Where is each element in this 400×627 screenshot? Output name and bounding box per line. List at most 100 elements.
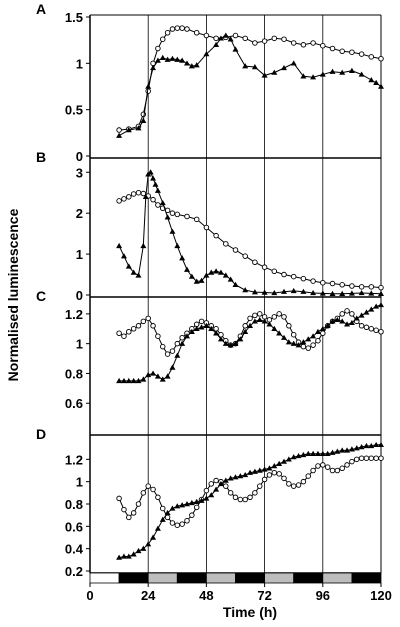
data-point-circle	[320, 279, 326, 286]
data-point-triangle	[237, 336, 244, 342]
data-point-triangle	[203, 495, 210, 501]
data-point-circle	[257, 311, 263, 317]
data-point-triangle	[227, 36, 234, 42]
data-point-circle	[310, 278, 316, 284]
data-point-circle	[281, 475, 287, 482]
data-point-circle	[271, 35, 278, 42]
data-point-triangle	[135, 547, 142, 554]
data-point-triangle	[184, 60, 190, 66]
data-point-circle	[232, 32, 239, 39]
data-point-triangle	[169, 55, 176, 61]
data-point-circle	[179, 25, 185, 31]
panel-C-y-tick-label: 0.6	[65, 396, 83, 411]
data-point-circle	[159, 36, 166, 42]
data-point-circle	[242, 35, 248, 42]
data-point-circle	[126, 514, 132, 521]
panel-D-triangle-series-line	[118, 444, 381, 559]
data-point-triangle	[116, 242, 123, 249]
data-point-circle	[320, 42, 326, 49]
data-point-circle	[252, 40, 258, 46]
data-point-circle	[281, 314, 287, 320]
data-point-triangle	[159, 376, 166, 382]
data-point-triangle	[179, 340, 186, 346]
data-point-triangle	[184, 333, 190, 339]
data-point-triangle	[184, 501, 190, 507]
data-point-triangle	[150, 534, 157, 540]
data-point-triangle	[184, 266, 190, 272]
data-point-triangle	[222, 340, 229, 346]
data-point-triangle	[271, 463, 278, 469]
panel-B-y-tick-label: 3	[76, 165, 83, 180]
data-point-triangle	[310, 333, 317, 339]
data-point-circle	[155, 45, 161, 52]
data-point-triangle	[378, 290, 384, 296]
data-point-triangle	[159, 54, 166, 60]
data-point-triangle	[164, 373, 171, 379]
data-point-triangle	[363, 309, 370, 315]
data-point-triangle	[116, 377, 123, 384]
data-point-triangle	[154, 57, 161, 63]
data-point-circle	[179, 521, 185, 527]
data-point-circle	[290, 273, 297, 280]
data-point-circle	[358, 51, 365, 57]
data-point-triangle	[368, 77, 375, 83]
data-point-circle	[116, 198, 122, 204]
panel-D-y-tick-label: 0.6	[65, 519, 83, 534]
data-point-triangle	[213, 41, 220, 47]
data-point-triangle	[261, 466, 268, 472]
data-point-triangle	[188, 273, 195, 279]
data-point-triangle	[256, 316, 263, 323]
data-point-triangle	[285, 339, 292, 345]
data-point-triangle	[193, 278, 200, 284]
data-point-circle	[189, 512, 195, 518]
data-point-triangle	[174, 242, 181, 249]
data-point-circle	[378, 455, 384, 461]
data-point-circle	[193, 30, 200, 36]
data-point-triangle	[188, 328, 195, 334]
data-point-triangle	[348, 446, 355, 452]
data-point-circle	[320, 462, 326, 468]
data-point-circle	[310, 342, 316, 348]
data-point-triangle	[285, 456, 292, 462]
data-point-circle	[354, 456, 360, 463]
panel-D-y-tick-label: 0.4	[65, 542, 84, 557]
data-point-circle	[349, 283, 355, 289]
data-point-circle	[378, 55, 384, 62]
data-point-circle	[339, 311, 345, 317]
data-point-triangle	[324, 450, 331, 456]
light-regime-segment	[235, 572, 266, 584]
light-regime-segment	[118, 572, 149, 584]
panel-A-circle-series-line	[119, 27, 382, 131]
data-point-triangle	[242, 328, 249, 334]
data-point-circle	[242, 323, 248, 329]
data-point-triangle	[368, 306, 375, 312]
data-point-circle	[349, 311, 355, 317]
data-point-triangle	[130, 269, 137, 275]
data-point-circle	[378, 284, 384, 291]
data-point-circle	[174, 340, 181, 347]
data-point-circle	[130, 326, 137, 332]
data-point-triangle	[125, 553, 132, 559]
data-point-triangle	[281, 334, 287, 340]
data-point-triangle	[203, 272, 210, 278]
data-point-circle	[286, 481, 292, 487]
data-point-triangle	[120, 377, 127, 384]
data-point-triangle	[378, 83, 384, 89]
data-point-triangle	[169, 364, 176, 370]
data-point-triangle	[130, 551, 137, 557]
data-point-triangle	[290, 454, 297, 460]
data-point-triangle	[150, 175, 157, 181]
data-point-triangle	[242, 471, 249, 478]
data-point-triangle	[290, 60, 297, 66]
data-point-triangle	[310, 74, 317, 80]
data-point-circle	[334, 467, 341, 474]
data-point-triangle	[353, 315, 360, 321]
data-point-circle	[368, 326, 375, 332]
data-point-circle	[184, 518, 190, 524]
panel-B-y-tick-label: 1	[76, 247, 83, 262]
data-point-circle	[276, 471, 282, 477]
data-point-circle	[174, 522, 181, 528]
light-regime-segment	[293, 572, 324, 584]
data-point-triangle	[319, 450, 326, 456]
data-point-circle	[271, 268, 278, 275]
